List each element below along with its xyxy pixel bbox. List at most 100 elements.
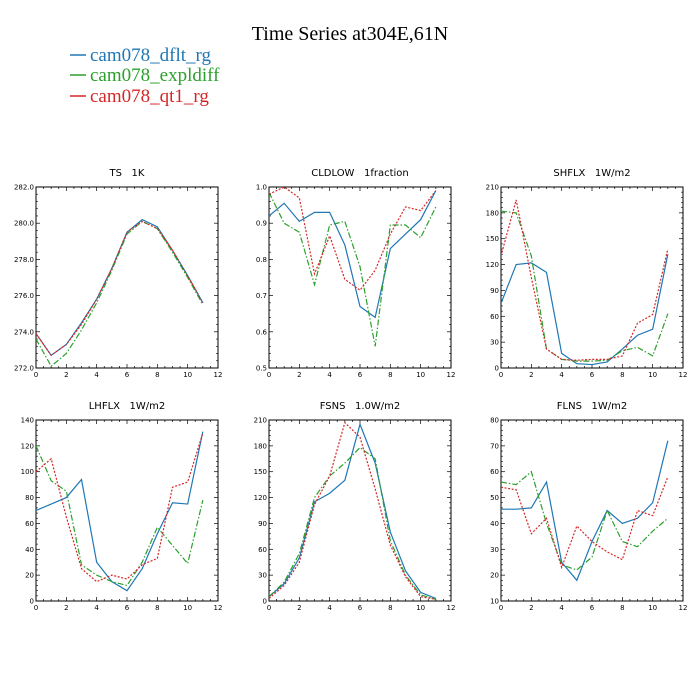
- y-tick-label: 0: [495, 365, 499, 373]
- series-line-cam078-qt1-rg: [36, 220, 204, 357]
- x-tick-label: 6: [125, 604, 130, 612]
- x-tick-label: 10: [648, 371, 657, 379]
- x-tick-label: 2: [297, 604, 301, 612]
- series-line-cam078-qt1-rg: [269, 187, 437, 291]
- y-tick-label: 278.0: [14, 256, 34, 264]
- y-tick-label: 60: [490, 313, 499, 321]
- x-tick-label: 6: [358, 604, 363, 612]
- plot-frame: [268, 419, 452, 602]
- y-tick-label: 10: [490, 598, 499, 606]
- legend-item-expldiff: cam078_expldiff: [70, 65, 220, 86]
- y-tick-label: 280.0: [14, 220, 34, 228]
- y-tick-label: 30: [490, 546, 499, 554]
- x-tick-label: 10: [183, 371, 192, 379]
- y-tick-label: 0.9: [256, 220, 267, 228]
- x-tick-label: 6: [125, 371, 130, 379]
- y-tick-label: 90: [490, 287, 499, 295]
- y-tick-label: 120: [21, 442, 34, 450]
- plot-frame: [35, 419, 219, 602]
- x-tick-label: 0: [499, 371, 503, 379]
- y-tick-label: 50: [490, 494, 499, 502]
- x-tick-label: 4: [559, 371, 564, 379]
- x-tick-label: 8: [620, 604, 624, 612]
- plot-frame: [500, 186, 684, 369]
- x-tick-label: 0: [499, 604, 503, 612]
- series-line-cam078-dflt-rg: [501, 254, 669, 366]
- x-tick-label: 12: [214, 371, 223, 379]
- y-tick-label: 80: [490, 417, 499, 425]
- y-tick-label: 40: [25, 546, 34, 554]
- series-line-cam078-dflt-rg: [36, 218, 204, 357]
- y-tick-label: 30: [258, 572, 267, 580]
- panel-2: CLDLOW 1fraction 0 2 4 6 8 10 12 0.5 0.6 0.7 0.8 0.9…: [256, 168, 456, 379]
- y-tick-label: 272.0: [14, 365, 34, 373]
- x-tick-label: 8: [155, 371, 159, 379]
- series-line-cam078-qt1-rg: [36, 432, 204, 583]
- y-tick-label: 60: [258, 546, 267, 554]
- x-tick-label: 4: [94, 371, 99, 379]
- series-line-cam078-qt1-rg: [501, 476, 669, 570]
- x-tick-label: 10: [416, 604, 425, 612]
- series-line-cam078-qt1-rg: [501, 199, 669, 361]
- series-line-cam078-expldiff: [269, 192, 437, 347]
- x-tick-label: 2: [529, 371, 533, 379]
- series-line-cam078-dflt-rg: [501, 440, 669, 582]
- y-tick-label: 40: [490, 520, 499, 528]
- x-tick-label: 0: [267, 371, 271, 379]
- y-tick-label: 210: [254, 417, 267, 425]
- panel-title: FSNS 1.0W/m2: [320, 401, 401, 412]
- y-tick-label: 100: [21, 468, 34, 476]
- legend-item-qt1: cam078_qt1_rg: [70, 86, 209, 107]
- x-tick-label: 12: [447, 604, 456, 612]
- legend: cam078_dflt_rg cam078_expldiff cam078_qt…: [70, 45, 220, 107]
- y-tick-label: 0: [263, 598, 267, 606]
- series-line-cam078-dflt-rg: [36, 431, 204, 592]
- y-tick-label: 20: [25, 572, 34, 580]
- series-line-cam078-expldiff: [36, 220, 204, 368]
- legend-label-qt1: cam078_qt1_rg: [90, 86, 209, 107]
- y-tick-label: 60: [490, 468, 499, 476]
- y-tick-label: 0.8: [256, 256, 267, 264]
- y-tick-label: 60: [25, 520, 34, 528]
- x-tick-label: 12: [679, 604, 688, 612]
- x-tick-label: 0: [34, 371, 38, 379]
- y-tick-label: 70: [490, 442, 499, 450]
- x-tick-label: 10: [416, 371, 425, 379]
- y-tick-label: 0.6: [256, 328, 268, 336]
- x-tick-label: 12: [679, 371, 688, 379]
- panels: TS 1K 0 2 4 6 8 10 12 272.0 274.0 276.0 278.0 280.0 2…: [14, 168, 688, 612]
- series-line-cam078-expldiff: [269, 446, 436, 600]
- y-tick-label: 210: [486, 184, 499, 192]
- y-tick-label: 150: [254, 468, 267, 476]
- y-tick-label: 0.5: [256, 365, 267, 373]
- legend-label-dflt: cam078_dflt_rg: [90, 45, 212, 66]
- x-tick-label: 2: [64, 604, 68, 612]
- panel-title: CLDLOW 1fraction: [311, 168, 409, 179]
- x-tick-label: 4: [327, 604, 332, 612]
- series-line-cam078-expldiff: [36, 445, 204, 587]
- x-tick-label: 2: [297, 371, 301, 379]
- x-tick-label: 12: [447, 371, 456, 379]
- legend-item-dflt: cam078_dflt_rg: [70, 45, 212, 66]
- y-tick-label: 90: [258, 520, 267, 528]
- y-tick-label: 150: [486, 235, 499, 243]
- x-tick-label: 8: [388, 371, 392, 379]
- series-line-cam078-qt1-rg: [269, 421, 436, 600]
- series-line-cam078-dflt-rg: [269, 422, 437, 599]
- plot-frame: [35, 186, 219, 369]
- x-tick-label: 6: [590, 604, 595, 612]
- y-tick-label: 180: [486, 209, 499, 217]
- panel-title: FLNS 1W/m2: [557, 401, 627, 412]
- y-tick-label: 1.0: [256, 184, 267, 192]
- x-tick-label: 2: [529, 604, 533, 612]
- x-tick-label: 10: [183, 604, 192, 612]
- x-tick-label: 10: [648, 604, 657, 612]
- y-tick-label: 30: [490, 339, 499, 347]
- y-tick-label: 20: [490, 572, 499, 580]
- y-tick-label: 274.0: [14, 328, 34, 336]
- x-tick-label: 0: [34, 604, 38, 612]
- y-tick-label: 180: [254, 442, 267, 450]
